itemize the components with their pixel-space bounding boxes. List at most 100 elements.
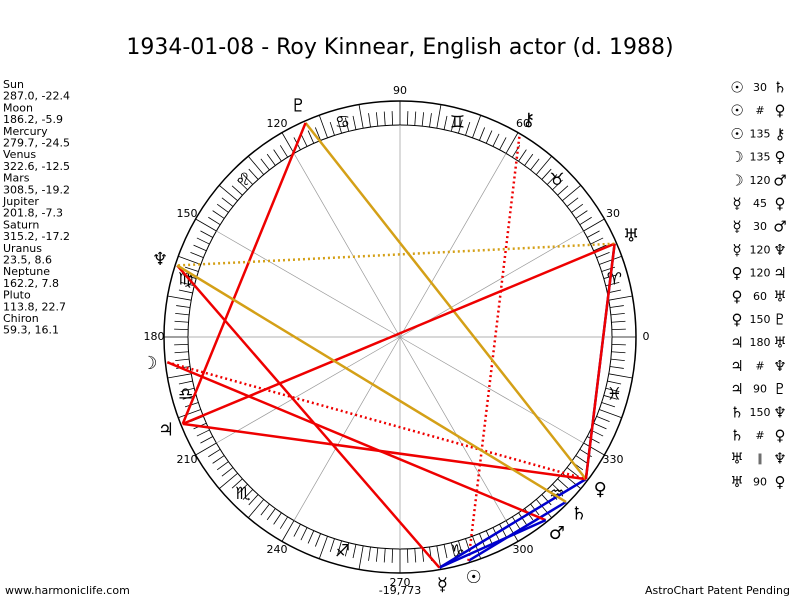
zodiac-sign: ♉ <box>549 170 564 190</box>
tick <box>175 312 190 316</box>
aspect-line <box>467 135 521 561</box>
tick <box>190 251 204 258</box>
zodiac-sign: ♏ <box>235 484 250 504</box>
tick <box>281 132 295 154</box>
tick <box>593 244 607 252</box>
planet-glyph: ♆ <box>152 249 168 270</box>
degree-label: 300 <box>513 543 534 556</box>
tick <box>596 416 610 423</box>
aspect-line <box>166 361 547 522</box>
planet-coords: 59.3, 16.1 <box>3 324 59 337</box>
tick <box>279 516 288 529</box>
tick <box>178 409 201 419</box>
tick <box>541 494 552 506</box>
planet-glyph: ♃ <box>158 420 174 441</box>
planet-coords: 201.8, -7.3 <box>3 207 63 220</box>
aspect-to: ♀ <box>775 148 786 166</box>
zodiac-sign: ♐ <box>335 541 350 561</box>
tick <box>221 197 234 207</box>
tick <box>599 255 622 265</box>
aspect-from: ♄ <box>730 427 743 445</box>
planet-glyph: ♄ <box>571 504 587 525</box>
planet-name: Mercury <box>3 125 48 138</box>
tick <box>562 184 582 202</box>
planet-glyph: ☉ <box>466 567 482 588</box>
planet-name: Moon <box>3 101 33 114</box>
tick <box>458 119 463 134</box>
planet-glyph: ♇ <box>290 95 306 116</box>
aspect-angle: 135 <box>750 127 771 140</box>
tick <box>505 520 519 542</box>
tick <box>465 121 471 136</box>
degree-label: 120 <box>267 117 288 130</box>
tick <box>609 305 624 308</box>
aspect-to: ♆ <box>773 241 786 259</box>
aspect-angle: 30 <box>753 81 767 94</box>
tick <box>300 133 308 147</box>
planet-coords: 279.7, -24.5 <box>3 137 70 150</box>
planet-glyph: ⚷ <box>522 109 535 130</box>
degree-label: 210 <box>176 453 197 466</box>
tick <box>314 533 321 547</box>
tick <box>557 185 569 196</box>
degree-label: 270 <box>390 576 411 589</box>
tick <box>479 127 486 141</box>
tick <box>601 402 616 408</box>
tick <box>200 230 214 238</box>
aspect-to: ♄ <box>773 79 786 97</box>
site: www.harmoniclife.com <box>5 584 130 597</box>
aspect-line <box>304 122 587 480</box>
tick <box>586 436 600 444</box>
degree-label: 150 <box>176 207 197 220</box>
aspect-to: ♀ <box>775 102 786 120</box>
aspect-to: ♆ <box>773 357 786 375</box>
zodiac-sign: ♌ <box>235 170 250 190</box>
aspect-to: ♆ <box>773 450 786 468</box>
aspect-to: ♆ <box>773 403 786 421</box>
planet-name: Chiron <box>3 312 39 325</box>
tick <box>196 429 210 437</box>
zodiac-sign: ♊ <box>450 113 465 133</box>
tick <box>535 499 553 519</box>
tick <box>443 115 448 130</box>
tick <box>479 533 486 547</box>
tick <box>247 499 265 519</box>
aspect-to: ♃ <box>773 264 786 282</box>
tick <box>318 115 328 138</box>
tick <box>458 540 463 555</box>
aspect-from: ☉ <box>730 102 743 120</box>
tick <box>231 185 243 196</box>
tick <box>575 210 588 219</box>
tick <box>530 158 540 171</box>
degree-label: 90 <box>393 84 407 97</box>
planet-coords: 287.0, -22.4 <box>3 90 70 103</box>
tick <box>281 520 295 542</box>
tick <box>607 380 622 385</box>
tick <box>279 145 288 158</box>
tick <box>329 121 335 136</box>
aspect-to: ♇ <box>773 380 786 398</box>
aspect-from: ☉ <box>730 125 743 143</box>
aspect-to: ♀ <box>775 427 786 445</box>
tick <box>579 216 592 225</box>
tick <box>524 153 534 166</box>
aspect-angle: 120 <box>750 243 771 256</box>
aspect-from: ♃ <box>730 380 743 398</box>
tick <box>603 395 618 400</box>
tick <box>358 104 364 129</box>
tick <box>436 104 442 129</box>
tick <box>368 546 371 561</box>
degree-label: 180 <box>144 330 165 343</box>
tick <box>593 422 607 430</box>
tick <box>429 113 432 128</box>
degree-label: 330 <box>603 453 624 466</box>
tick <box>218 184 238 202</box>
tick <box>247 155 265 175</box>
tick <box>212 210 225 219</box>
tick <box>208 216 221 225</box>
tick <box>178 255 201 265</box>
tick <box>583 442 605 456</box>
tick <box>175 358 190 362</box>
tick <box>344 542 350 557</box>
planet-name: Uranus <box>3 242 42 255</box>
